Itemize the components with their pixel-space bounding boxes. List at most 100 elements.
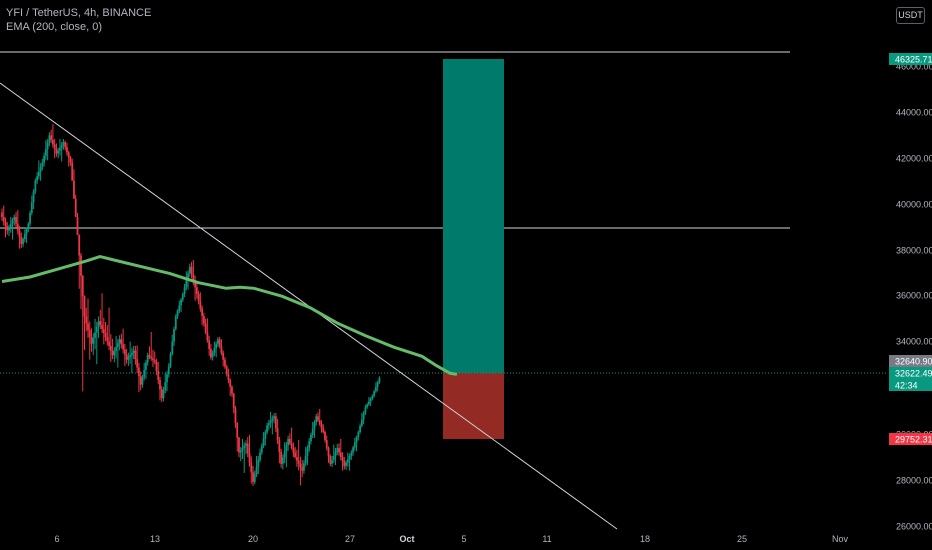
candle-body [94, 332, 96, 339]
currency-unit-button[interactable]: USDT [896, 7, 925, 24]
candle-body [104, 333, 107, 338]
candle-body [97, 321, 100, 327]
candle-body [6, 226, 9, 231]
candle-body [30, 202, 33, 213]
candle-body [262, 438, 265, 446]
price-badge-label: 42:34 [895, 381, 918, 391]
stop-loss-zone [443, 373, 504, 439]
x-axis-tick-label: 25 [737, 534, 747, 544]
candle-body [378, 377, 381, 383]
price-badge-label: 32640.90 [895, 357, 932, 367]
y-axis-tick-label: 26000.00 [896, 522, 932, 532]
candle-body [245, 443, 247, 446]
candle-body [220, 346, 223, 353]
candle-body [317, 416, 319, 421]
candle-body [111, 350, 114, 356]
candle-body [183, 287, 186, 294]
candle-body [376, 382, 379, 387]
price-badge-label: 46325.71 [895, 55, 932, 65]
candle-body [355, 437, 358, 443]
candle-body [288, 438, 291, 444]
candle-body [123, 349, 126, 355]
candle-body [18, 230, 21, 238]
candle-body [176, 310, 179, 317]
candle-body [108, 341, 110, 347]
candle-body [236, 423, 239, 438]
candle-body [225, 366, 228, 374]
candle-body [127, 357, 130, 360]
candle-body [197, 293, 200, 302]
candle-body [339, 452, 342, 458]
candle-body [64, 142, 67, 148]
candle-body [62, 142, 65, 146]
candle-body [143, 369, 146, 378]
candle-body [241, 447, 244, 451]
candle-body [160, 389, 163, 399]
candle-body [369, 398, 372, 402]
candle-body [194, 280, 196, 288]
y-axis-tick-label: 36000.00 [896, 291, 932, 301]
candle-body [20, 237, 23, 245]
candle-body [329, 455, 332, 464]
price-badge-label: 32622.49 [895, 369, 932, 379]
candle-body [315, 416, 318, 423]
candle-body [255, 467, 258, 475]
candle-body [181, 293, 184, 300]
candle-body [187, 273, 189, 281]
candle-body [69, 157, 72, 163]
candle-body [324, 432, 326, 441]
candle-body [118, 339, 121, 344]
candle-body [102, 329, 105, 334]
candle-body [202, 316, 205, 324]
candle-body [227, 373, 230, 381]
candle-body [281, 457, 284, 464]
candle-body [80, 255, 82, 276]
candle-body [87, 323, 89, 331]
candle-body [211, 352, 214, 358]
candle-body [318, 420, 321, 425]
candle-body [129, 355, 132, 358]
y-axis-tick-label: 34000.00 [896, 337, 932, 347]
candle-body [113, 351, 116, 356]
candle-body [310, 434, 312, 442]
candle-body [122, 344, 125, 350]
candle-body [99, 321, 102, 326]
candle-body [16, 223, 19, 231]
candle-body [188, 266, 191, 274]
y-axis-tick-label: 38000.00 [896, 246, 932, 256]
candle-body [153, 360, 156, 362]
candle-body [169, 353, 172, 367]
candle-body [239, 450, 242, 453]
price-badge [889, 367, 932, 379]
candle-body [269, 420, 272, 424]
candle-body [213, 348, 216, 353]
candle-body [248, 453, 251, 463]
x-axis-tick-label: 13 [150, 534, 160, 544]
plot-area [0, 51, 888, 530]
candle-body [132, 350, 135, 353]
candle-body [259, 452, 261, 460]
candle-body [8, 227, 10, 231]
candle-body [9, 223, 12, 228]
x-axis-tick-label: 18 [640, 534, 650, 544]
candle-body [95, 326, 98, 333]
candle-body [90, 337, 93, 344]
candle-body [41, 162, 44, 168]
candle-body [59, 147, 61, 151]
candle-body [152, 358, 154, 361]
candle-body [243, 445, 246, 448]
candle-body [280, 451, 283, 464]
candle-body [260, 445, 263, 453]
candle-body [2, 216, 5, 222]
price-badge [889, 355, 932, 367]
candle-body [345, 462, 347, 467]
ema-200-line [1, 255, 458, 376]
candle-body [250, 462, 253, 473]
candle-body [246, 443, 249, 454]
candle-body [57, 150, 60, 154]
ema-indicator-label: EMA (200, close, 0) [6, 21, 102, 33]
candle-body [234, 408, 237, 424]
candle-body [215, 343, 218, 349]
candle-body [53, 144, 56, 150]
